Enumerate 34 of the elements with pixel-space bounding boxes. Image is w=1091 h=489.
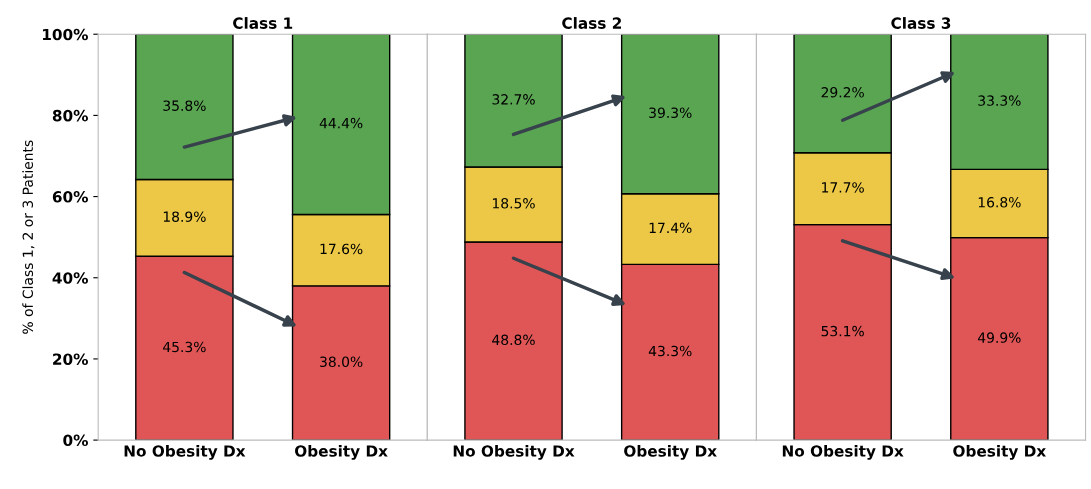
data-label: 38.0% — [320, 356, 363, 368]
x-tick-label: No Obesity Dx — [124, 444, 246, 460]
chart-title: Class 3 — [891, 17, 951, 29]
data-label: 39.3% — [649, 107, 692, 119]
x-tick-label: Obesity Dx — [953, 444, 1046, 460]
y-tick-label: 60% — [52, 191, 88, 203]
x-tick-label: Obesity Dx — [295, 444, 388, 460]
data-label: 44.4% — [319, 117, 363, 129]
chart-title: Class 2 — [562, 17, 621, 29]
y-tick-label: 80% — [52, 109, 88, 122]
y-tick-label: 40% — [52, 272, 88, 284]
data-label: 17.7% — [822, 182, 864, 193]
data-label: 32.7% — [492, 94, 535, 105]
data-label: 18.9% — [163, 211, 206, 222]
y-tick-label: 20% — [53, 353, 88, 365]
x-tick-label: No Obesity Dx — [453, 444, 575, 460]
data-label: 53.1% — [821, 325, 864, 337]
data-label: 48.8% — [492, 334, 535, 346]
data-label: 43.3% — [648, 345, 692, 357]
data-label: 16.8% — [978, 197, 1021, 208]
chart-title: Class 1 — [233, 17, 293, 29]
x-tick-label: No Obesity Dx — [782, 444, 904, 460]
data-label: 49.9% — [977, 332, 1021, 343]
data-label: 18.5% — [492, 198, 535, 209]
data-label: 29.2% — [821, 87, 864, 98]
data-label: 45.3% — [163, 341, 206, 353]
data-label: 35.8% — [163, 100, 206, 111]
data-label: 33.3% — [978, 95, 1021, 106]
y-axis-title: % of Class 1, 2 or 3 Patients — [22, 140, 35, 334]
data-label: 17.4% — [649, 222, 692, 234]
y-tick-label: 0% — [63, 434, 88, 447]
x-tick-label: Obesity Dx — [624, 444, 717, 460]
y-tick-label: 100% — [42, 28, 88, 41]
data-label: 17.6% — [320, 243, 363, 255]
